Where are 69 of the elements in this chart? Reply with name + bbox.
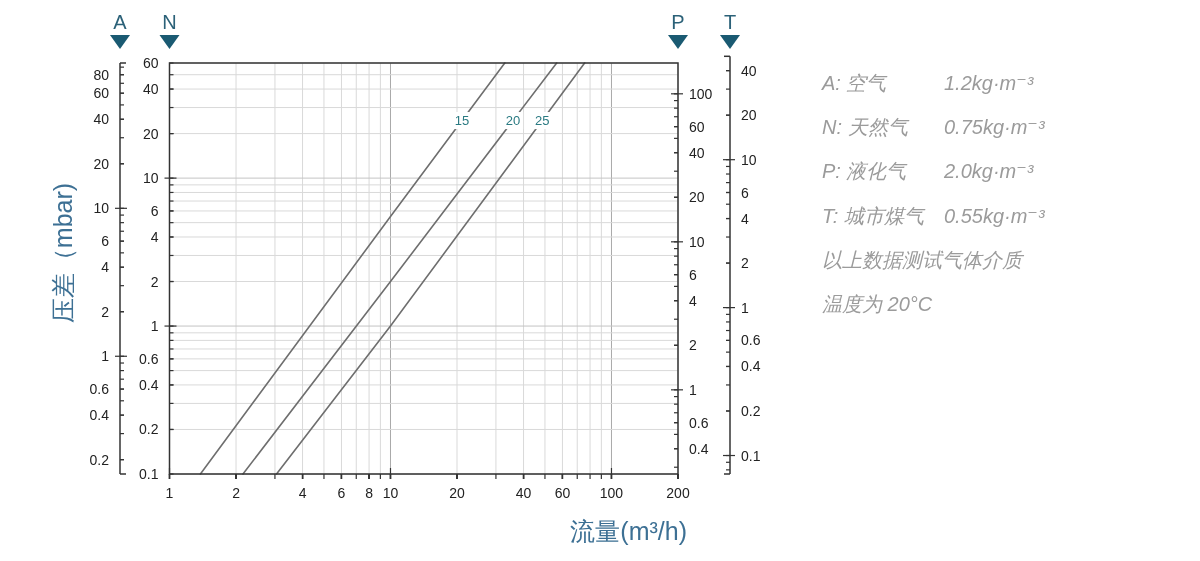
x-tick-label: 40 xyxy=(515,485,532,501)
x-tick-label: 60 xyxy=(554,485,571,501)
y-tick-label: 80 xyxy=(93,66,110,83)
y-tick-label: 4 xyxy=(741,210,749,227)
y-tick-label: 10 xyxy=(741,151,757,168)
y-tick-label: 40 xyxy=(142,81,159,98)
y-tick-label: 6 xyxy=(689,266,697,283)
text: A: 空气 1.2kg·m⁻³ xyxy=(822,72,1034,94)
y-axis-title: N xyxy=(162,11,177,33)
y-tick-label: 0.2 xyxy=(89,451,110,468)
y-tick-label: 20 xyxy=(741,107,757,124)
text: 温度为 20°C xyxy=(822,293,933,315)
y-tick-label: 4 xyxy=(101,259,110,276)
y-tick-label: 60 xyxy=(689,118,705,135)
y-tick-label: 0.4 xyxy=(139,376,159,393)
y-tick-label: 0.4 xyxy=(741,358,761,375)
y-tick-label: 0.6 xyxy=(139,350,159,367)
y-tick-label: 0.2 xyxy=(741,402,761,419)
chart-title: A xyxy=(113,11,128,33)
y-tick-label: 1 xyxy=(689,381,697,398)
y-tick-label: 40 xyxy=(741,62,757,79)
y-tick-label: 40 xyxy=(689,144,705,161)
y-tick-label: 60 xyxy=(93,85,110,102)
text: N: 天然气 0.75kg·m⁻³ xyxy=(822,116,1045,139)
y-tick-label: 100 xyxy=(689,85,713,102)
y-tick-label: 0.6 xyxy=(89,381,110,398)
x-tick-label: 200 xyxy=(666,485,690,501)
y-tick-label: 40 xyxy=(93,111,110,128)
y-tick-label: 4 xyxy=(689,292,697,309)
chart-title: T xyxy=(723,11,737,33)
y-tick-label: 1 xyxy=(101,348,110,365)
y-tick-label: 1 xyxy=(741,299,749,316)
y-tick-label: 60 xyxy=(142,55,159,71)
y-tick-label: 10 xyxy=(689,233,705,250)
y-tick-label: 0.6 xyxy=(741,332,761,349)
y-tick-label: 6 xyxy=(150,202,159,219)
y-tick-label: 20 xyxy=(142,125,159,142)
y-tick-label: 2 xyxy=(101,303,110,320)
y-tick-label: 20 xyxy=(93,155,110,172)
y-tick-label: 10 xyxy=(142,170,159,187)
y-tick-label: 0.1 xyxy=(741,447,761,464)
y-tick-label: 0.4 xyxy=(689,440,709,457)
y-axis-title: 压差（mbar) xyxy=(49,182,77,324)
y-tick-label: 0.1 xyxy=(139,466,159,482)
x-tick-label: 6 xyxy=(337,485,346,501)
x-tick-label: 4 xyxy=(298,485,307,501)
x-axis-title: 流量(m³/h) xyxy=(570,517,687,545)
y-tick-label: 20 xyxy=(689,189,705,206)
y-tick-label: 2 xyxy=(150,273,159,290)
y-tick-label: 6 xyxy=(101,233,110,250)
chart-title: P xyxy=(671,11,685,33)
x-tick-label: 20 xyxy=(449,485,466,501)
y-tick-label: 0.6 xyxy=(689,414,709,431)
y-tick-label: 0.4 xyxy=(89,407,110,424)
text: T: 城市煤气 0.55kg·m⁻³ xyxy=(822,204,1046,227)
text: 以上数据测试气体介质 xyxy=(822,248,1025,271)
x-tick-label: 1 xyxy=(165,485,174,501)
text: P: 液化气 2.0kg·m⁻³ xyxy=(822,160,1034,183)
y-tick-label: 2 xyxy=(741,255,749,272)
y-tick-label: 6 xyxy=(741,184,749,201)
x-tick-label: 2 xyxy=(232,485,241,501)
x-tick-label: 100 xyxy=(599,485,624,501)
y-tick-label: 0.2 xyxy=(139,421,159,438)
y-tick-label: 4 xyxy=(150,228,159,245)
y-tick-label: 1 xyxy=(150,318,159,335)
x-tick-label: 8 xyxy=(365,485,374,501)
y-tick-label: 10 xyxy=(93,200,110,217)
y-tick-label: 2 xyxy=(689,337,697,354)
x-tick-label: 10 xyxy=(382,485,399,501)
